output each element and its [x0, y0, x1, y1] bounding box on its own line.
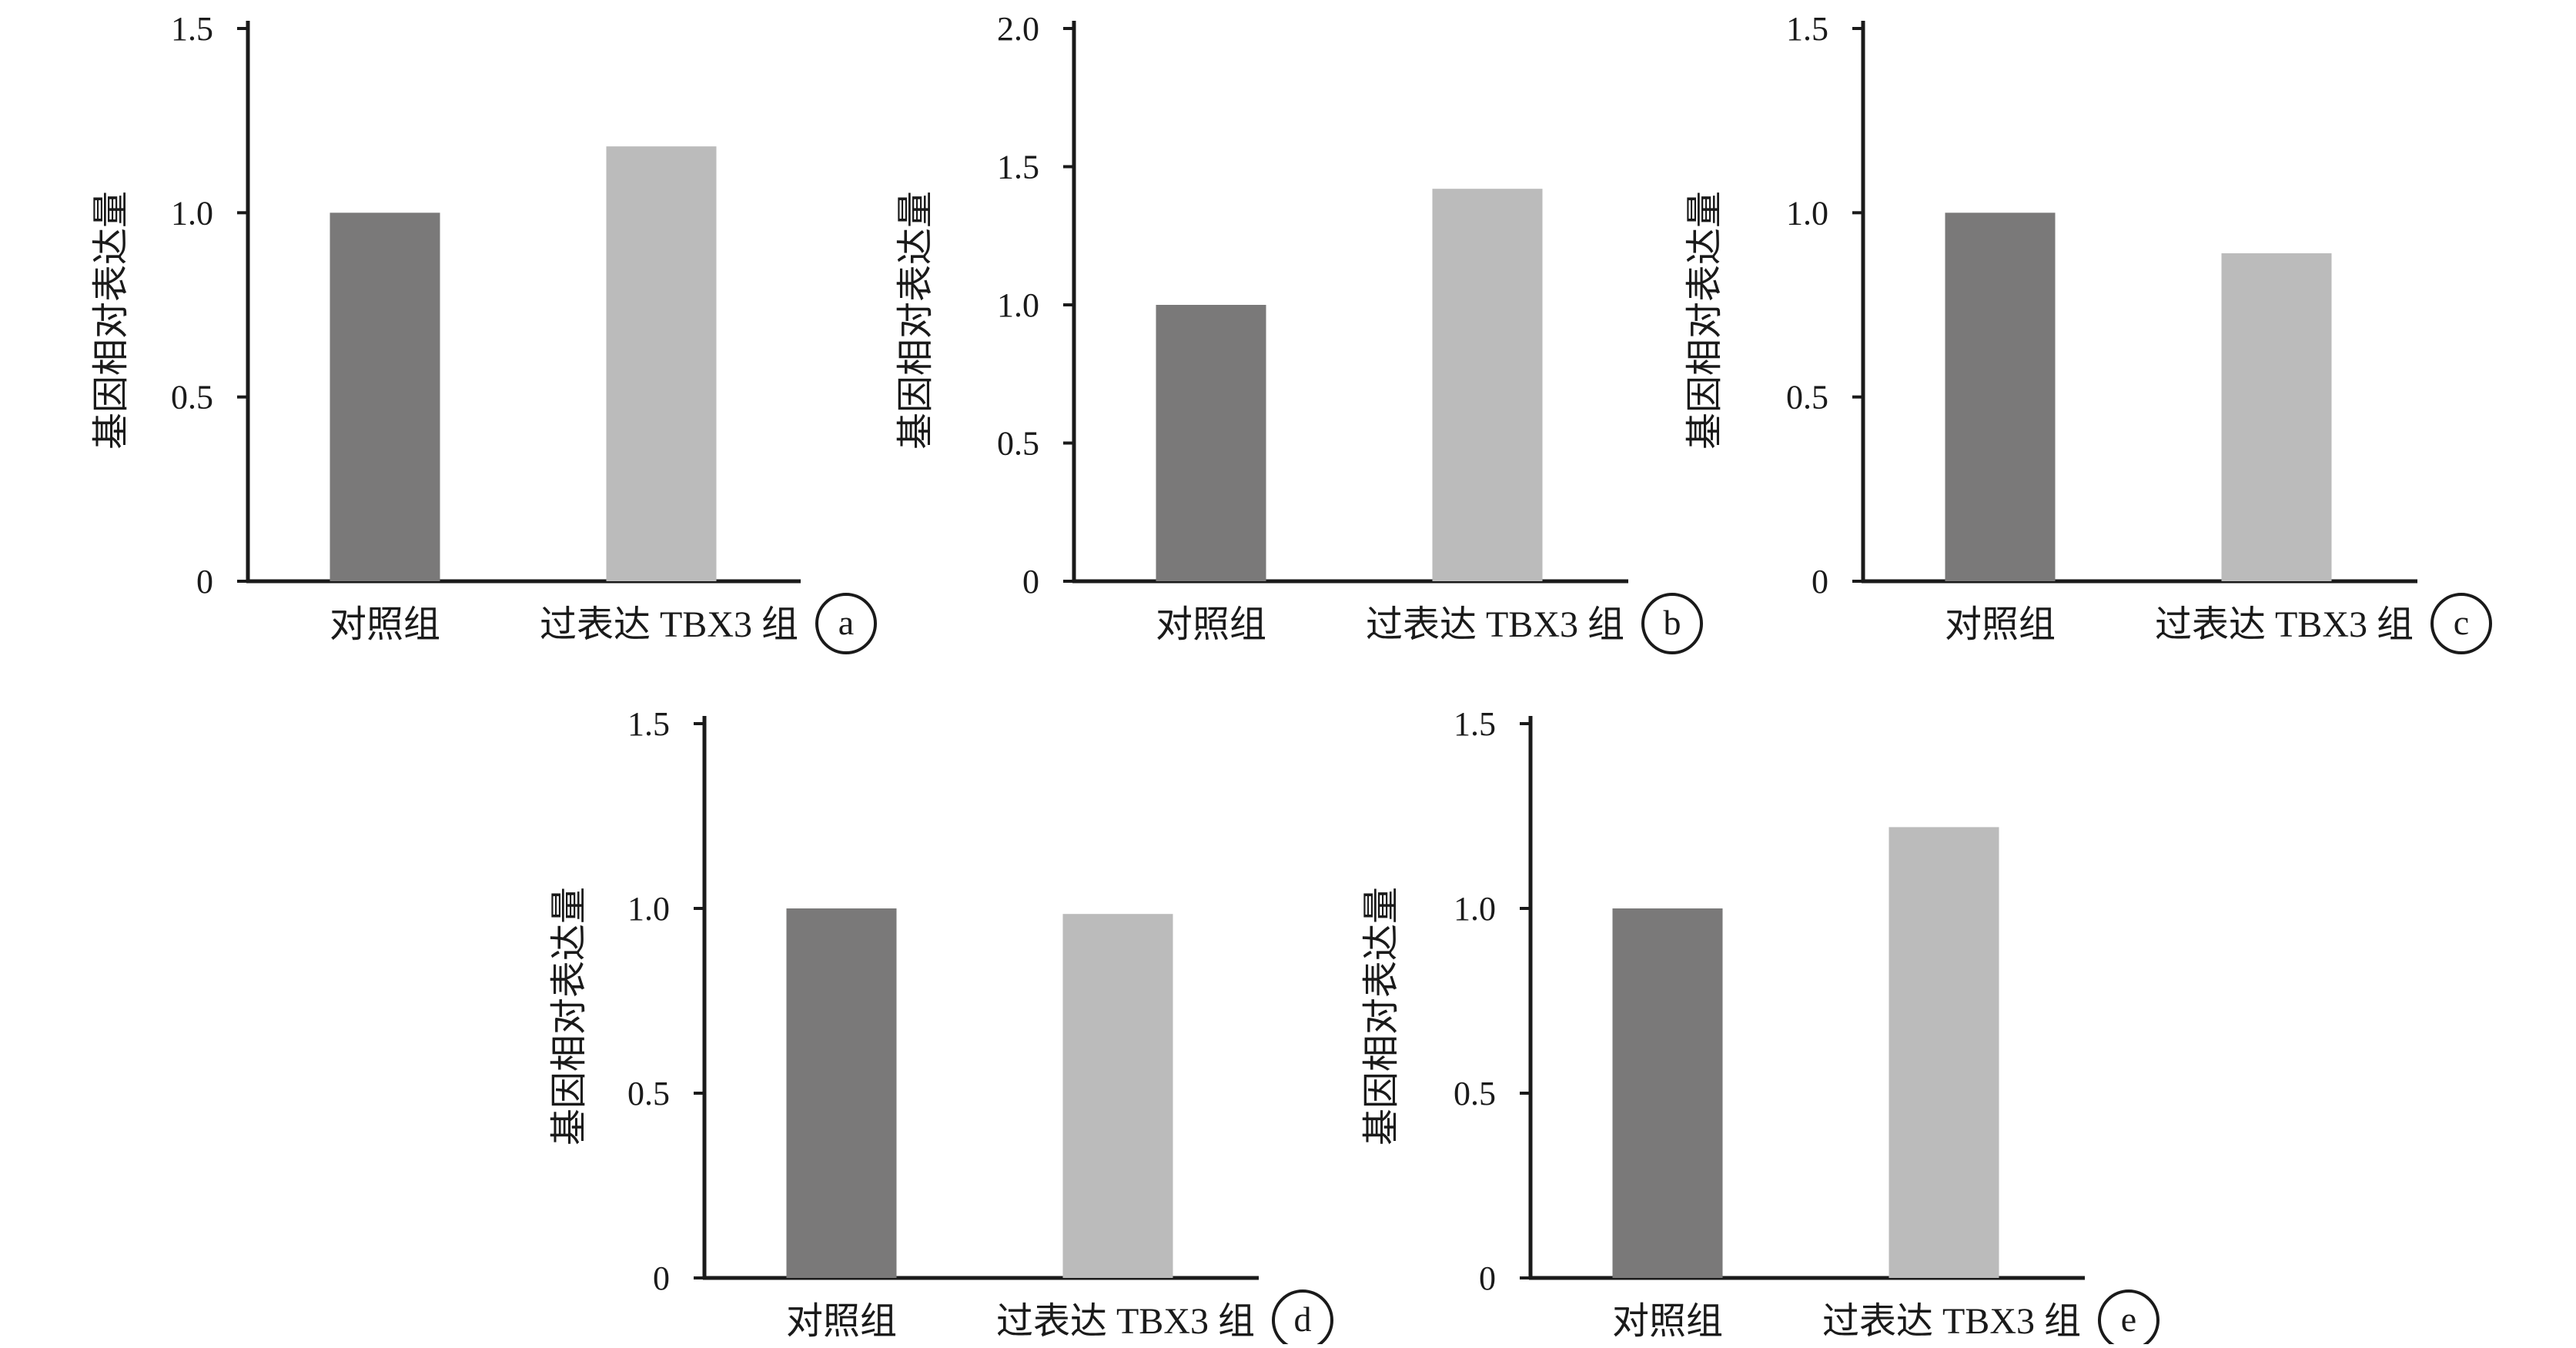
bar-control [1945, 212, 2056, 581]
y-tick-label: 2.0 [997, 10, 1039, 48]
y-tick-label: 1.5 [171, 10, 213, 48]
y-axis-label: 基因相对表达量 [549, 887, 590, 1146]
bar-control [1612, 908, 1723, 1278]
y-tick-label: 1.0 [997, 286, 1039, 324]
category-label: 对照组 [1156, 604, 1266, 645]
panel-letter-circle [1641, 593, 1703, 654]
panel-letter: d [1294, 1299, 1312, 1339]
y-tick-label: 1.0 [1786, 194, 1828, 232]
panel-letter: e [2121, 1299, 2136, 1339]
y-tick-label: 0.5 [1786, 379, 1828, 416]
y-tick-label: 1.0 [1454, 890, 1496, 928]
category-label: 过表达 TBX3 组 [1366, 604, 1624, 645]
y-tick-label: 0 [1812, 563, 1828, 600]
category-label: 对照组 [1612, 1301, 1723, 1342]
panel-letter-circle [1272, 1289, 1333, 1348]
y-axis-label: 基因相对表达量 [1361, 887, 1402, 1146]
category-label: 对照组 [1945, 604, 2056, 645]
category-label: 对照组 [330, 604, 440, 645]
y-tick-label: 1.5 [1454, 705, 1496, 743]
y-tick-label: 0 [653, 1259, 670, 1297]
panel-letter: a [838, 603, 854, 642]
panel-letter: b [1664, 603, 1681, 642]
category-label: 对照组 [786, 1301, 897, 1342]
category-label: 过表达 TBX3 组 [540, 604, 798, 645]
y-axis-label: 基因相对表达量 [1684, 191, 1725, 450]
y-tick-label: 0.5 [627, 1075, 670, 1112]
category-label: 过表达 TBX3 组 [1822, 1301, 2081, 1342]
bar-control [330, 212, 440, 581]
panel-letter-circle [2098, 1289, 2159, 1348]
y-tick-label: 0.5 [1454, 1075, 1496, 1112]
y-tick-label: 1.5 [627, 705, 670, 743]
bar-treatment [1889, 827, 1999, 1278]
y-tick-label: 0.5 [171, 379, 213, 416]
bar-treatment [606, 146, 717, 581]
bar-control [786, 908, 897, 1278]
y-tick-label: 1.5 [997, 149, 1039, 186]
panel-letter-circle [815, 593, 877, 654]
panel-letter-circle [2430, 593, 2492, 654]
category-label: 过表达 TBX3 组 [996, 1301, 1255, 1342]
bar-control [1156, 305, 1266, 581]
y-tick-label: 0 [1022, 563, 1039, 600]
y-tick-label: 0 [1479, 1259, 1496, 1297]
y-tick-label: 0.5 [997, 425, 1039, 463]
y-tick-label: 1.0 [171, 194, 213, 232]
panel-letter: c [2454, 603, 2469, 642]
bar-treatment [1062, 914, 1173, 1278]
y-tick-label: 1.5 [1786, 10, 1828, 48]
y-axis-label: 基因相对表达量 [895, 191, 936, 450]
bar-treatment [1432, 189, 1543, 581]
y-tick-label: 0 [196, 563, 213, 600]
y-tick-label: 1.0 [627, 890, 670, 928]
bar-treatment [2221, 253, 2332, 581]
category-label: 过表达 TBX3 组 [2155, 604, 2414, 645]
y-axis-label: 基因相对表达量 [91, 191, 132, 450]
